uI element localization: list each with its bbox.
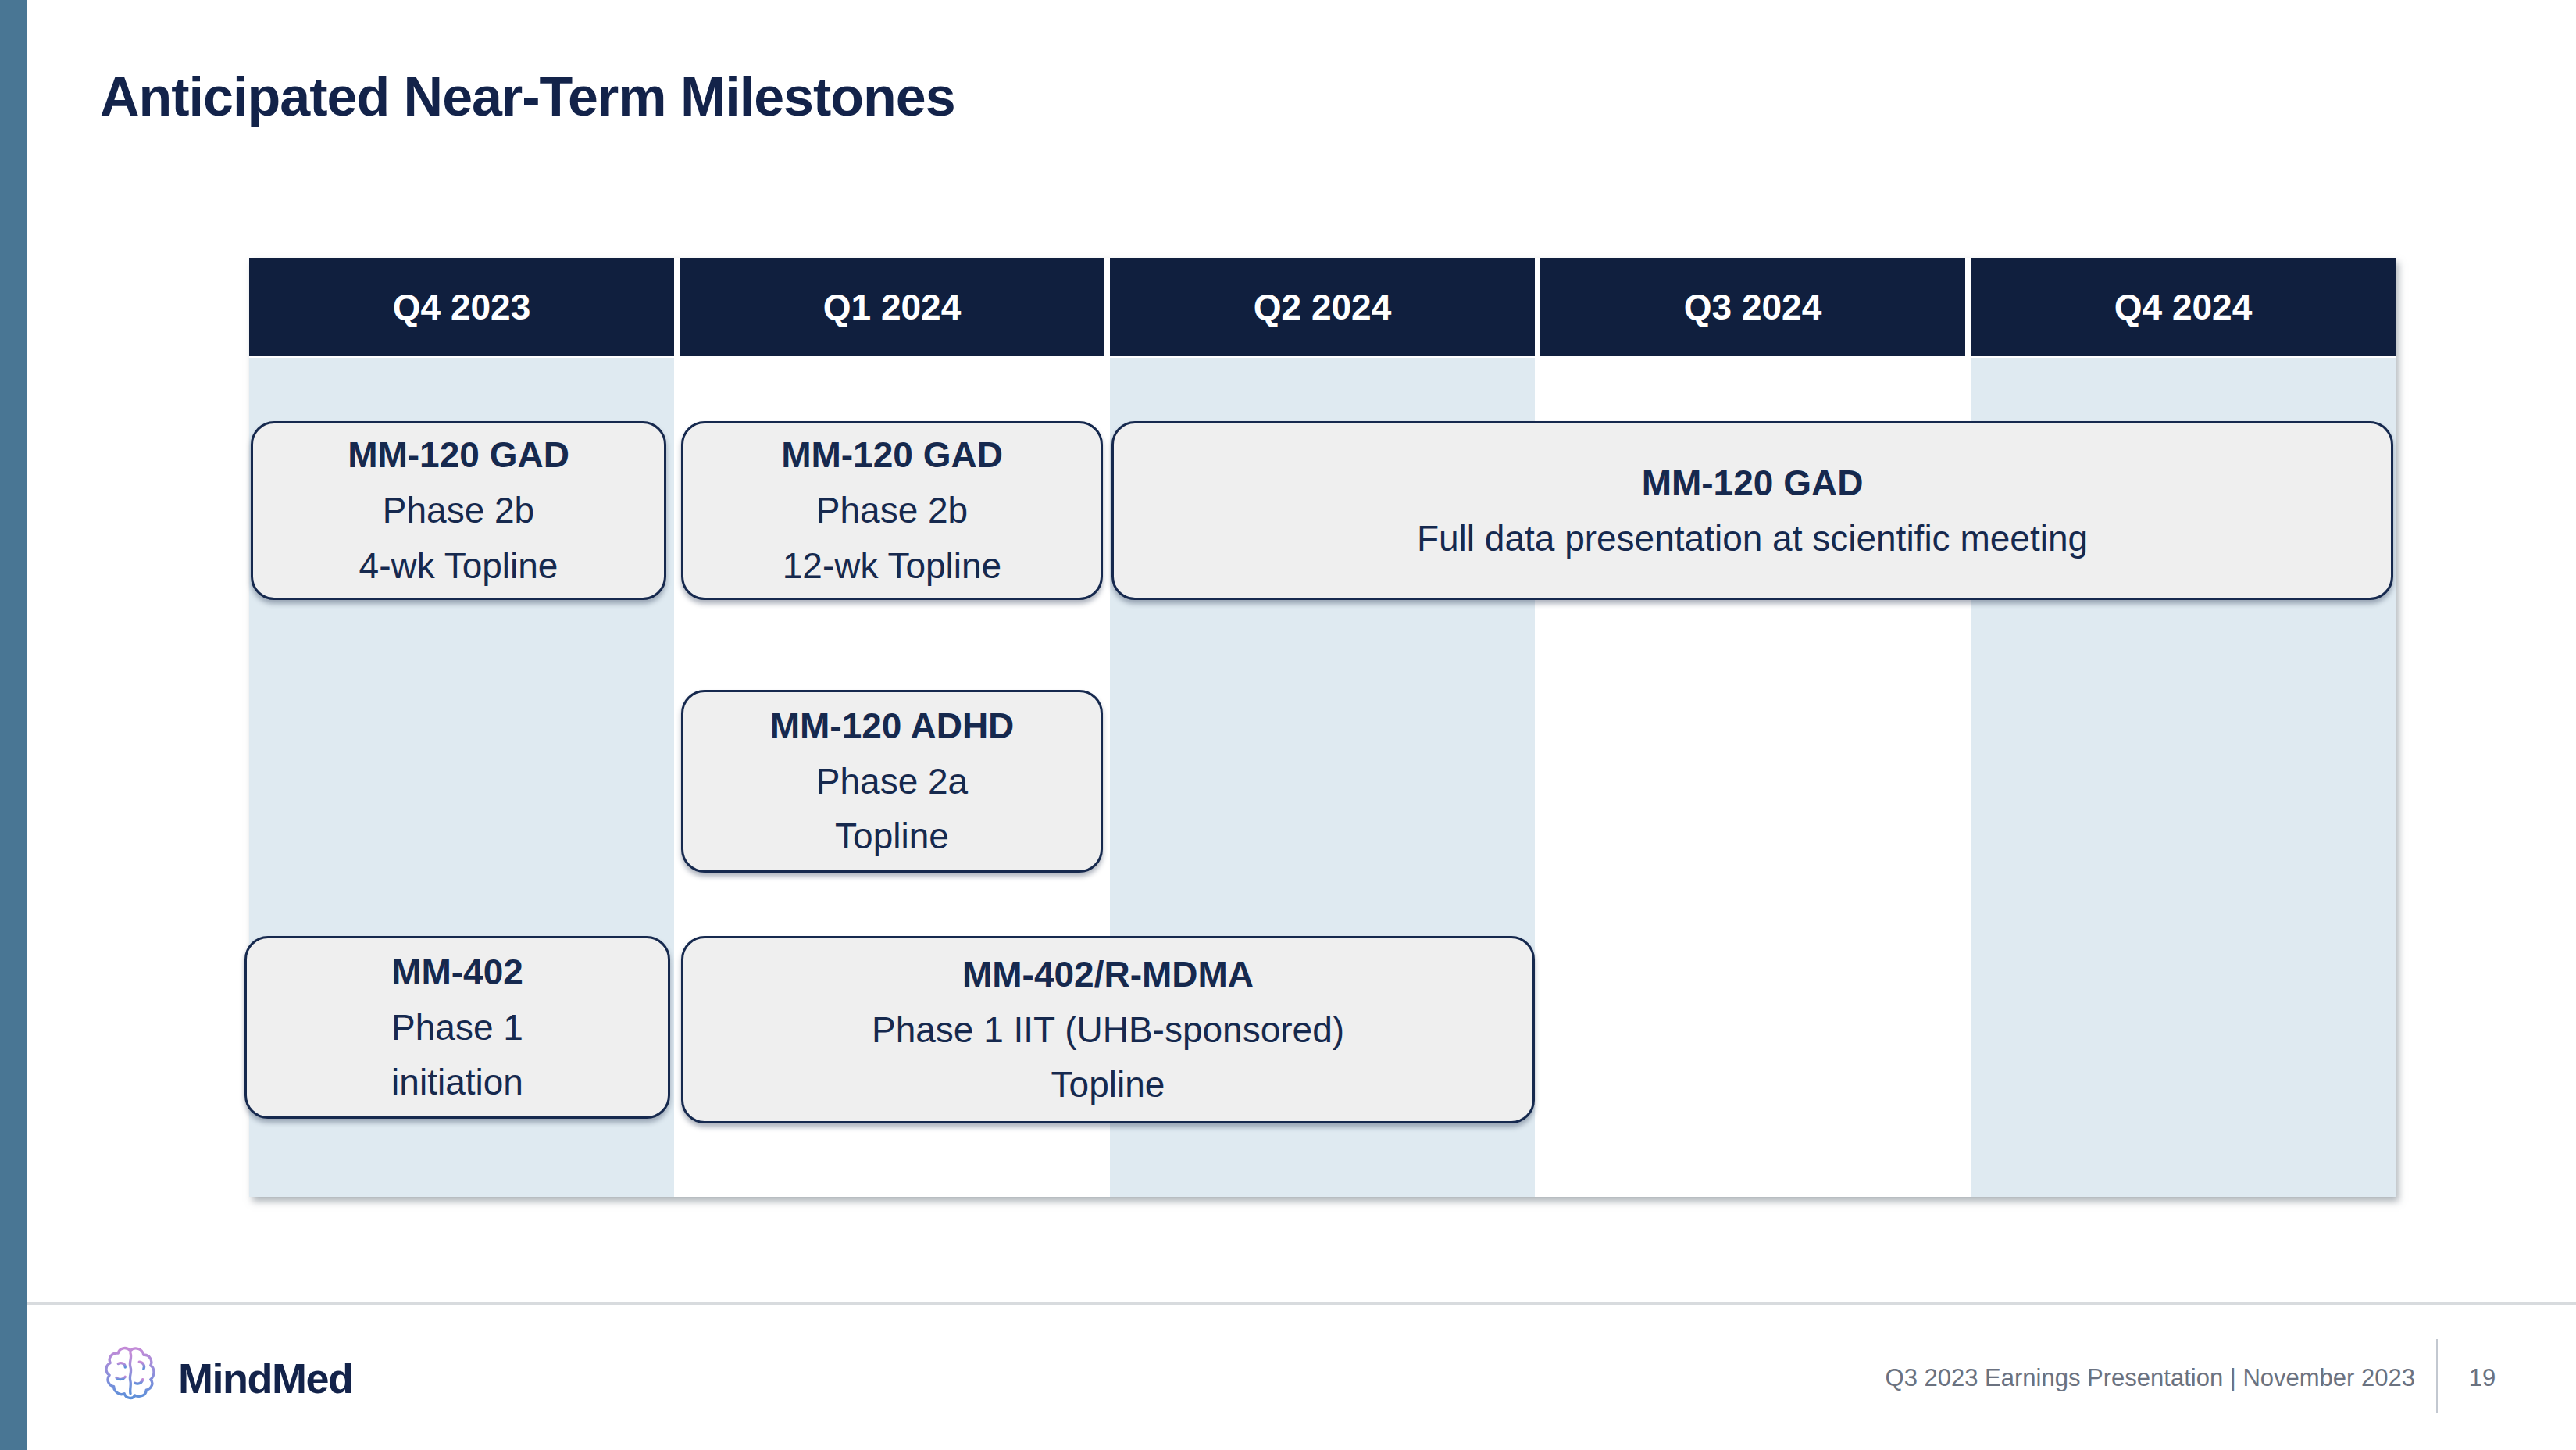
milestone-detail: Phase 1 IIT (UHB-sponsored) — [872, 1002, 1344, 1058]
left-accent-bar — [0, 0, 27, 1450]
milestones-timeline-table: Q4 2023 Q1 2024 Q2 2024 Q3 2024 Q4 2024 … — [249, 258, 2396, 1197]
milestone-program: MM-402/R-MDMA — [962, 947, 1254, 1002]
milestone-detail: Phase 2a — [816, 754, 968, 809]
milestone-card-gad-4wk-topline: MM-120 GAD Phase 2b 4-wk Topline — [251, 421, 666, 600]
milestone-program: MM-402 — [391, 945, 523, 1000]
brand-wordmark: MindMed — [178, 1354, 352, 1402]
milestone-program: MM-120 GAD — [781, 427, 1003, 483]
milestone-card-mm402-initiation: MM-402 Phase 1 initiation — [244, 936, 670, 1119]
quarter-header-q4-2023: Q4 2023 — [249, 258, 674, 356]
brain-icon — [104, 1345, 157, 1403]
milestone-detail: 12-wk Topline — [783, 538, 1001, 594]
footer-caption: Q3 2023 Earnings Presentation | November… — [1886, 1364, 2415, 1392]
milestone-detail: Phase 1 — [391, 1000, 523, 1055]
milestone-program: MM-120 GAD — [1642, 455, 1864, 511]
page-title: Anticipated Near-Term Milestones — [100, 66, 955, 128]
milestone-detail: initiation — [391, 1055, 523, 1110]
footer-vertical-divider — [2436, 1339, 2438, 1412]
milestone-program: MM-120 ADHD — [770, 698, 1015, 754]
milestone-card-gad-12wk-topline: MM-120 GAD Phase 2b 12-wk Topline — [681, 421, 1103, 600]
quarter-header-q4-2024: Q4 2024 — [1971, 258, 2396, 356]
milestone-detail: Phase 2b — [816, 483, 968, 538]
milestone-card-adhd-topline: MM-120 ADHD Phase 2a Topline — [681, 690, 1103, 873]
quarter-header-q2-2024: Q2 2024 — [1110, 258, 1535, 356]
milestone-detail: Topline — [835, 809, 949, 864]
milestone-detail: Full data presentation at scientific mee… — [1417, 511, 2088, 566]
milestone-program: MM-120 GAD — [348, 427, 569, 483]
milestone-detail: Topline — [1051, 1057, 1165, 1112]
milestone-card-gad-full-data: MM-120 GAD Full data presentation at sci… — [1111, 421, 2393, 600]
page-number: 19 — [2459, 1364, 2506, 1392]
quarter-header-q1-2024: Q1 2024 — [680, 258, 1104, 356]
footer-divider-line — [27, 1302, 2576, 1305]
quarter-header-q3-2024: Q3 2024 — [1540, 258, 1965, 356]
milestone-detail: Phase 2b — [383, 483, 534, 538]
milestone-detail: 4-wk Topline — [359, 538, 558, 594]
milestone-card-mm402-rmdma-topline: MM-402/R-MDMA Phase 1 IIT (UHB-sponsored… — [681, 936, 1535, 1123]
